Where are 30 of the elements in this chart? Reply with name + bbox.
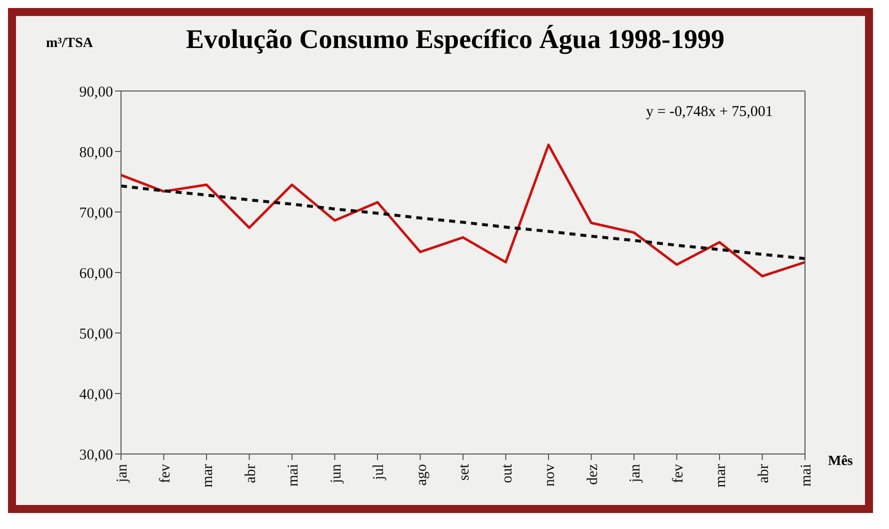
y-tick-label: 80,00	[79, 144, 113, 161]
x-tick-label: jun	[328, 464, 344, 484]
y-tick-label: 90,00	[79, 84, 113, 100]
y-tick-label: 30,00	[79, 447, 113, 464]
y-tick-label: 40,00	[79, 386, 113, 403]
x-tick-label: fev	[670, 464, 686, 484]
x-tick-label: abr	[756, 464, 772, 484]
y-tick-label: 70,00	[79, 205, 113, 222]
y-tick-label: 60,00	[79, 266, 113, 282]
x-tick-label: mar	[713, 464, 730, 488]
x-tick-label: set	[456, 463, 473, 481]
x-tick-label: fev	[157, 464, 174, 484]
line-series	[121, 184, 805, 260]
x-tick-label: mai	[798, 464, 815, 486]
x-tick-label: mar	[200, 464, 216, 488]
x-tick-label: jul	[371, 464, 388, 481]
x-axis-title: Mês	[828, 454, 853, 470]
x-tick-label: abr	[242, 464, 259, 484]
x-tick-label: ago	[414, 464, 430, 486]
chart-title: Evolução Consumo Específico Água 1998-1999	[186, 24, 725, 55]
x-tick-label: mai	[286, 464, 302, 486]
x-tick-label: dez	[584, 464, 601, 485]
x-tick-label: out	[499, 463, 516, 484]
y-axis-title: m³/TSA	[46, 36, 93, 52]
annotation: y = -0,748x + 75,001	[646, 104, 773, 121]
x-tick-label: jan	[114, 464, 131, 484]
x-tick-label: nov	[542, 464, 558, 486]
line-series	[121, 144, 805, 278]
x-tick-label: jan	[628, 464, 644, 484]
y-tick-label: 50,00	[79, 326, 113, 342]
